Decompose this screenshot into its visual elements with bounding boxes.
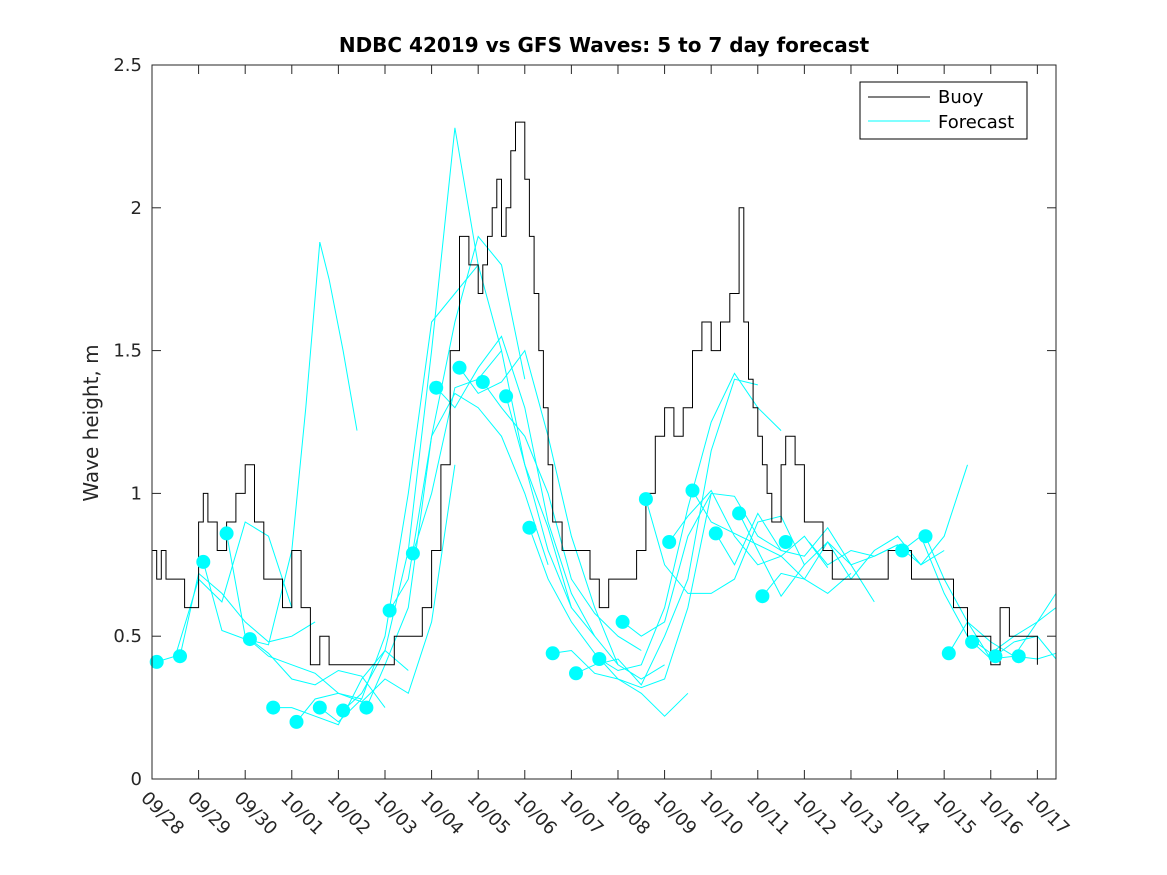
forecast-line-23 — [692, 490, 852, 595]
x-tick-label: 10/14 — [882, 788, 934, 840]
forecast-line-21 — [645, 498, 805, 594]
x-tick-label: 10/11 — [742, 788, 794, 840]
forecast-marker — [638, 492, 653, 507]
forecast-line-2 — [202, 241, 358, 646]
forecast-line-25 — [738, 513, 898, 598]
forecast-line-27 — [808, 464, 968, 566]
legend-box — [859, 81, 1028, 140]
forecast-line-20 — [622, 492, 782, 637]
forecast-marker — [359, 700, 374, 715]
x-tick-label: 10/08 — [602, 788, 654, 840]
y-tick-label: 0 — [131, 769, 142, 790]
x-tick-label: 10/03 — [369, 788, 421, 840]
forecast-line-10 — [389, 392, 549, 611]
forecast-marker — [266, 700, 281, 715]
forecast-line-9 — [365, 235, 526, 708]
forecast-marker — [732, 506, 747, 521]
x-tick-label: 10/16 — [975, 788, 1027, 840]
forecast-marker — [988, 649, 1003, 664]
forecast-marker — [312, 700, 327, 715]
forecast-marker — [289, 714, 304, 729]
forecast-marker — [219, 526, 234, 541]
forecast-marker — [452, 360, 467, 375]
forecast-marker — [778, 535, 793, 549]
forecast-line-11 — [412, 349, 572, 608]
forecast-marker — [405, 546, 420, 561]
legend-buoy-label: Buoy — [938, 87, 984, 108]
forecast-line-8 — [342, 127, 502, 711]
x-tick-label: 10/04 — [416, 788, 468, 840]
forecast-marker — [662, 535, 677, 549]
forecast-line-28 — [901, 535, 1057, 654]
forecast-line-19 — [599, 372, 782, 672]
forecast-line-14 — [482, 381, 642, 651]
forecast-line-17 — [552, 493, 712, 689]
forecast-marker — [429, 380, 444, 395]
forecast-line-3 — [226, 533, 362, 700]
forecast-marker — [685, 483, 700, 498]
forecast-marker — [615, 614, 630, 629]
forecast-marker — [941, 646, 956, 661]
y-tick-label: 0.5 — [113, 626, 142, 647]
plot-area — [149, 121, 1057, 729]
axes-box — [151, 64, 1057, 780]
forecast-line-30 — [948, 607, 1057, 657]
forecast-marker — [918, 529, 933, 544]
forecast-marker — [149, 654, 164, 669]
forecast-line-24 — [715, 512, 875, 603]
forecast-line-4 — [249, 638, 386, 708]
x-tick-label: 10/12 — [789, 788, 841, 840]
forecast-marker — [965, 634, 980, 649]
x-tick-label: 10/09 — [649, 788, 701, 840]
forecast-marker — [336, 703, 351, 718]
forecast-marker — [1011, 649, 1026, 664]
x-tick-label: 09/30 — [230, 788, 282, 840]
forecast-marker — [475, 375, 490, 389]
chart-title: NDBC 42019 vs GFS Waves: 5 to 7 day fore… — [339, 33, 870, 57]
forecast-line-22 — [668, 489, 829, 568]
y-tick-label: 1 — [131, 483, 142, 504]
x-tick-label: 10/15 — [929, 788, 981, 840]
legend: Buoy Forecast — [859, 81, 1028, 140]
x-tick-label: 10/07 — [556, 788, 608, 840]
y-tick-label: 1.5 — [113, 341, 142, 362]
forecast-marker — [196, 554, 211, 569]
forecast-marker — [242, 632, 257, 647]
forecast-marker — [755, 589, 770, 604]
x-tick-label: 10/13 — [835, 788, 887, 840]
x-tick-label: 10/01 — [276, 788, 328, 840]
forecast-marker — [499, 389, 514, 404]
y-axis-label: Wave height, m — [79, 344, 103, 501]
x-tick-label: 10/17 — [1022, 788, 1074, 840]
x-tick-label: 10/02 — [323, 788, 375, 840]
legend-forecast-label: Forecast — [938, 112, 1014, 133]
forecast-marker — [522, 520, 537, 535]
y-tick-label: 2 — [131, 198, 142, 219]
forecast-marker — [545, 646, 560, 661]
axes: 00.511.522.509/2809/2909/3010/0110/0210/… — [113, 55, 1073, 839]
forecast-line-16 — [528, 527, 689, 717]
forecast-marker — [592, 652, 607, 666]
forecast-line-12 — [435, 335, 596, 637]
x-tick-label: 10/05 — [463, 788, 515, 840]
x-tick-label: 09/29 — [183, 788, 235, 840]
buoy-line — [152, 121, 1038, 666]
forecast-marker — [708, 526, 723, 541]
forecast-marker — [173, 649, 187, 664]
forecast-marker — [895, 543, 910, 558]
x-tick-label: 10/06 — [509, 788, 561, 840]
y-tick-label: 2.5 — [113, 55, 142, 76]
forecast-marker — [569, 666, 583, 681]
forecast-marker — [382, 603, 397, 618]
forecast-line-15 — [505, 396, 665, 680]
forecast-line-7 — [319, 264, 479, 723]
x-tick-label: 09/28 — [136, 788, 188, 840]
forecast-line-13 — [459, 349, 619, 665]
x-tick-label: 10/10 — [696, 788, 748, 840]
